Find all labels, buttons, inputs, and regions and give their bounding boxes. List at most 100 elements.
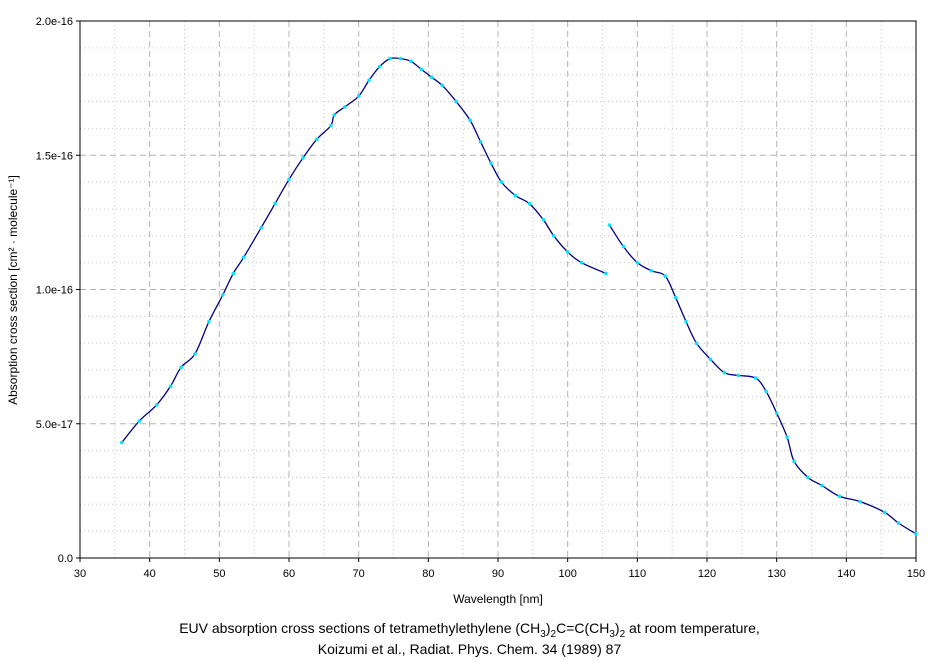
series-lines: [121, 57, 917, 535]
data-point: [806, 475, 810, 480]
x-tick-label: 30: [74, 568, 86, 580]
data-point: [837, 494, 842, 499]
data-point: [914, 532, 918, 536]
caption-part: EUV absorption cross sections of tetrame…: [179, 620, 541, 636]
data-point: [207, 319, 211, 324]
data-point: [377, 64, 382, 69]
series-line: [121, 57, 607, 443]
data-point: [513, 193, 518, 198]
data-point: [649, 268, 654, 273]
y-axis-title: Absorption cross section [cm² · molecule…: [6, 175, 20, 405]
data-point: [287, 177, 291, 182]
caption-part: ): [614, 620, 620, 636]
data-point: [193, 352, 197, 356]
data-point: [367, 78, 371, 82]
data-point: [329, 123, 333, 128]
data-point: [882, 510, 887, 515]
data-point: [419, 67, 424, 72]
caption-line-2: Koizumi et al., Radiat. Phys. Chem. 34 (…: [317, 641, 622, 657]
data-point: [708, 357, 713, 362]
y-tick-label: 2.0e-16: [36, 16, 73, 28]
data-point: [388, 56, 392, 61]
x-tick-label: 60: [283, 568, 295, 580]
x-tick-label: 140: [837, 568, 855, 580]
x-axis-ticks: 30 40 50 60 70 80 90 100 110 120 130 140 150: [74, 558, 925, 580]
data-point: [342, 105, 347, 109]
data-point: [273, 201, 277, 206]
data-point: [673, 295, 678, 300]
data-point: [722, 370, 727, 375]
x-tick-label: 150: [907, 568, 925, 580]
data-point: [315, 137, 319, 141]
data-point: [736, 373, 741, 378]
x-axis-title: Wavelength [nm]: [453, 592, 543, 606]
x-tick-label: 130: [767, 568, 785, 580]
x-tick-label: 120: [698, 568, 716, 580]
y-tick-label: 0.0: [58, 553, 73, 565]
major-gridlines: [80, 21, 916, 558]
x-tick-label: 50: [213, 568, 225, 580]
data-point: [635, 260, 640, 265]
data-point: [468, 118, 472, 123]
x-tick-label: 80: [422, 568, 434, 580]
caption-part: ): [545, 620, 551, 636]
data-point: [621, 244, 626, 249]
data-point: [259, 225, 263, 230]
caption-subscript: 3: [540, 628, 546, 640]
series-markers: [120, 56, 918, 536]
data-point: [430, 75, 434, 80]
x-tick-label: 40: [144, 568, 156, 580]
series-line: [608, 224, 917, 535]
data-point: [231, 271, 236, 276]
data-point: [604, 271, 608, 276]
caption-line-1: EUV absorption cross sections of tetrame…: [0, 620, 939, 640]
data-point: [154, 403, 159, 407]
caption-part: C=C(CH: [556, 620, 610, 636]
caption-subscript: 2: [619, 628, 626, 640]
data-point: [301, 156, 305, 160]
data-point: [120, 440, 124, 445]
data-point: [137, 419, 142, 423]
data-point: [398, 56, 403, 61]
caption-subscript: 3: [609, 628, 615, 640]
caption-subscript: 2: [550, 628, 557, 640]
caption-part: at room temperature,: [625, 620, 760, 636]
data-point: [753, 376, 758, 380]
data-point: [792, 459, 796, 464]
data-point: [499, 180, 504, 184]
data-point: [440, 83, 445, 88]
data-point: [332, 113, 337, 117]
data-point: [241, 255, 246, 260]
data-point: [858, 499, 863, 504]
data-point: [684, 319, 688, 324]
y-tick-label: 5.0e-17: [36, 419, 73, 431]
data-point: [551, 234, 556, 238]
data-point: [527, 201, 532, 206]
x-tick-label: 70: [353, 568, 365, 580]
data-point: [541, 217, 546, 222]
data-point: [221, 293, 225, 297]
y-tick-label: 1.0e-16: [36, 285, 73, 297]
x-tick-label: 110: [629, 568, 647, 580]
data-point: [764, 389, 769, 394]
data-point: [489, 161, 493, 166]
data-point: [179, 365, 183, 370]
data-point: [356, 94, 361, 98]
data-point: [820, 483, 824, 488]
y-axis-ticks: 0.0 5.0e-17 1.0e-16 1.5e-16 2.0e-16: [36, 16, 80, 565]
x-tick-label: 100: [558, 568, 576, 580]
data-point: [168, 384, 173, 388]
data-point: [478, 140, 483, 144]
data-point: [774, 411, 779, 415]
y-tick-label: 1.5e-16: [36, 150, 73, 162]
data-point: [454, 99, 459, 104]
data-point: [565, 250, 570, 254]
data-point: [785, 435, 789, 439]
x-tick-label: 90: [492, 568, 504, 580]
data-point: [694, 341, 699, 346]
data-point: [663, 274, 667, 278]
data-point: [579, 260, 584, 265]
data-point: [896, 521, 901, 525]
data-point: [409, 59, 413, 64]
